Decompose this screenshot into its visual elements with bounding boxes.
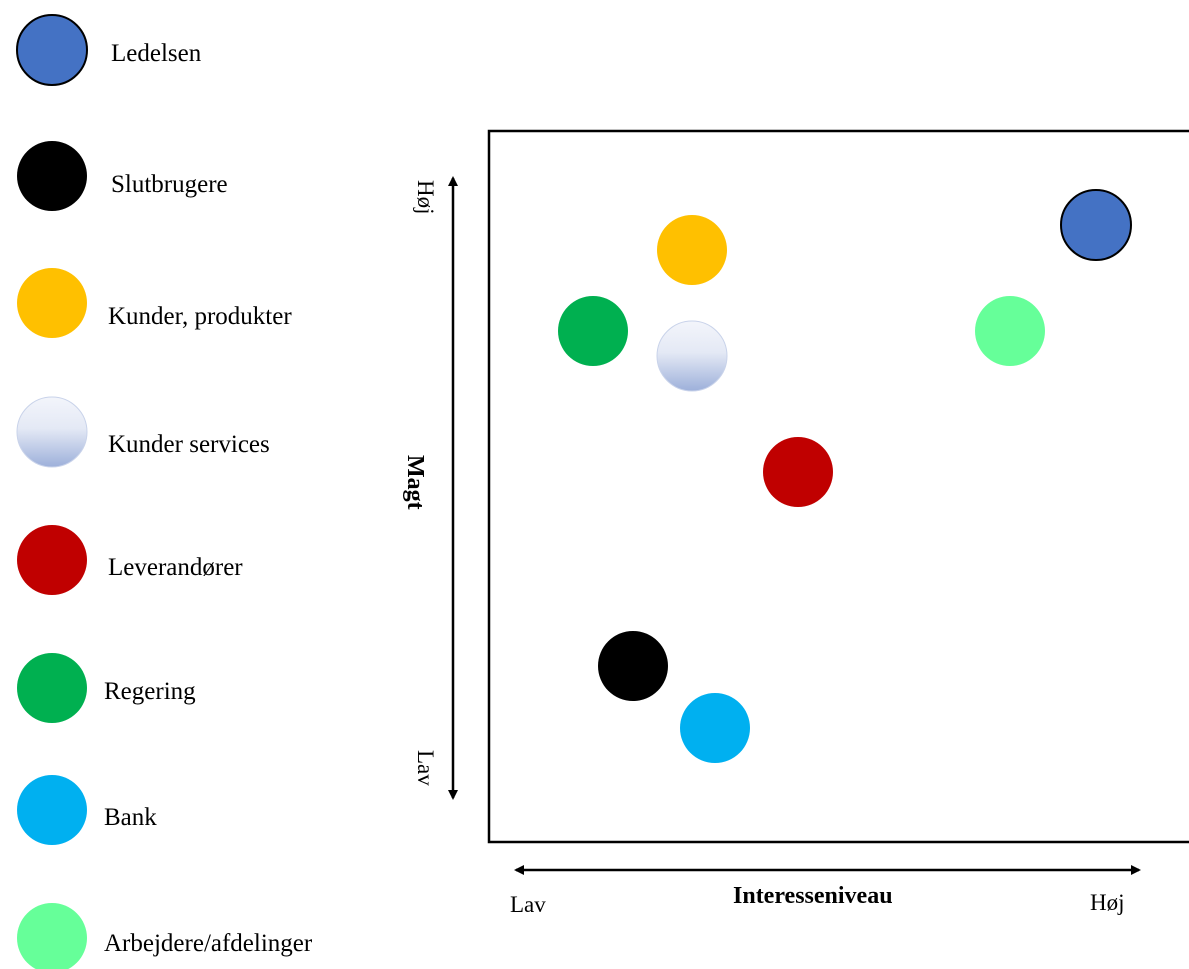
matrix-frame: [487, 129, 1189, 844]
legend-item-kunder-produkter: Kunder, produkter: [17, 268, 292, 338]
point-regering: [558, 296, 628, 366]
x-axis-high-label: Høj: [1090, 890, 1125, 915]
legend-label-slutbrugere: Slutbrugere: [111, 171, 228, 198]
legend-label-kunder-services: Kunder services: [108, 431, 270, 458]
legend-label-leverandorer: Leverandører: [108, 554, 243, 581]
legend-item-bank: Bank: [17, 775, 157, 845]
legend-swatch-arbejdere: [17, 903, 87, 969]
legend-item-arbejdere: Arbejdere/afdelinger: [17, 903, 313, 969]
x-axis-title: Interesseniveau: [733, 883, 893, 909]
point-slutbrugere: [598, 631, 668, 701]
point-kunder-services: [656, 320, 728, 392]
legend-label-arbejdere: Arbejdere/afdelinger: [104, 930, 313, 957]
point-ledelsen: [1060, 189, 1132, 261]
point-arbejdere: [975, 296, 1045, 366]
legend-swatch-kunder-services: [16, 396, 88, 468]
matrix-points: [558, 189, 1132, 763]
legend-label-regering: Regering: [104, 678, 196, 705]
legend-swatch-regering: [17, 653, 87, 723]
legend-label-bank: Bank: [104, 804, 157, 831]
point-kunder-produkter: [657, 215, 727, 285]
legend-item-regering: Regering: [17, 653, 196, 723]
x-axis: Lav Interesseniveau Høj: [510, 865, 1141, 917]
y-axis-title: Magt: [402, 455, 428, 510]
legend-item-slutbrugere: Slutbrugere: [17, 141, 228, 211]
legend-swatch-slutbrugere: [17, 141, 87, 211]
y-axis-low-label: Lav: [413, 750, 438, 786]
y-axis: Høj Magt Lav: [402, 176, 458, 800]
legend-item-ledelsen: Ledelsen: [16, 14, 202, 86]
point-bank: [680, 693, 750, 763]
point-leverandorer: [763, 437, 833, 507]
legend-label-ledelsen: Ledelsen: [111, 40, 202, 67]
legend-swatch-leverandorer: [17, 525, 87, 595]
legend-swatch-kunder-produkter: [17, 268, 87, 338]
legend-label-kunder-produkter: Kunder, produkter: [108, 303, 292, 330]
legend-swatch-bank: [17, 775, 87, 845]
legend-swatch-ledelsen: [16, 14, 88, 86]
legend-item-leverandorer: Leverandører: [17, 525, 243, 595]
x-axis-low-label: Lav: [510, 892, 546, 917]
y-axis-high-label: Høj: [413, 180, 438, 215]
legend-item-kunder-services: Kunder services: [16, 396, 270, 468]
legend: Ledelsen Slutbrugere Kunder, produkter K…: [16, 14, 313, 969]
